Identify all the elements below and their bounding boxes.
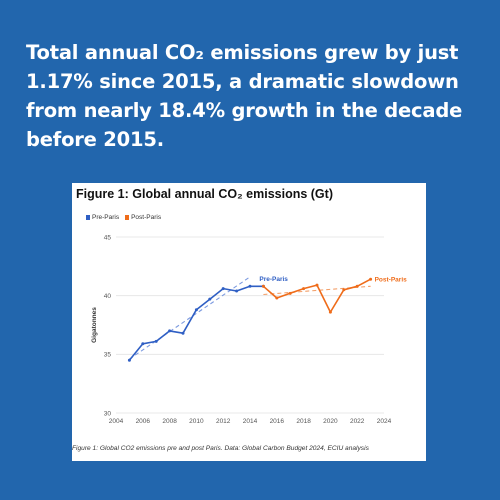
data-point-pre-paris-2010 xyxy=(194,308,198,312)
data-point-post-paris-2021 xyxy=(342,288,346,292)
legend-swatch-pre-paris xyxy=(86,215,90,220)
data-point-post-paris-2020 xyxy=(328,310,332,314)
y-tick-label-30: 30 xyxy=(104,410,112,417)
series-label-post-paris: Post-Paris xyxy=(375,277,408,284)
trendline-pre-paris xyxy=(129,276,251,360)
figure-caption: Figure 1: Global CO2 emissions pre and p… xyxy=(72,445,369,452)
data-point-post-paris-2022 xyxy=(355,284,359,288)
data-point-pre-paris-2005 xyxy=(127,358,131,362)
y-tick-label-40: 40 xyxy=(104,293,112,300)
x-tick-label-2004: 2004 xyxy=(109,418,124,425)
data-point-pre-paris-2007 xyxy=(154,339,158,343)
x-tick-label-2008: 2008 xyxy=(162,418,177,425)
y-tick-label-45: 45 xyxy=(104,234,112,241)
x-tick-label-2024: 2024 xyxy=(377,418,392,425)
data-point-pre-paris-2012 xyxy=(221,287,225,291)
x-tick-label-2022: 2022 xyxy=(350,418,365,425)
data-point-pre-paris-2014 xyxy=(248,284,252,288)
y-axis-label: Gigatonnes xyxy=(91,307,98,343)
x-tick-label-2010: 2010 xyxy=(189,418,204,425)
data-point-post-paris-2017 xyxy=(288,291,292,295)
x-tick-label-2006: 2006 xyxy=(136,418,151,425)
x-tick-label-2020: 2020 xyxy=(323,418,338,425)
data-point-pre-paris-2006 xyxy=(141,342,145,346)
legend-item-post-paris: Post-Paris xyxy=(125,214,161,221)
series-line-pre-paris xyxy=(128,285,264,361)
data-point-post-paris-2016 xyxy=(275,296,279,300)
legend-label-post-paris: Post-Paris xyxy=(131,214,162,221)
headline: Total annual CO₂ emissions grew by just … xyxy=(26,41,463,151)
series-label-pre-paris: Pre-Paris xyxy=(259,276,288,283)
legend-swatch-post-paris xyxy=(125,215,130,220)
figure-card: Figure 1: Global annual CO₂ emissions (G… xyxy=(72,183,426,461)
data-point-post-paris-2019 xyxy=(315,283,319,287)
x-tick-label-2012: 2012 xyxy=(216,418,231,425)
x-tick-label-2016: 2016 xyxy=(270,418,285,425)
data-point-pre-paris-2011 xyxy=(208,297,212,301)
data-point-post-paris-2023 xyxy=(369,277,373,281)
data-point-pre-paris-2013 xyxy=(235,289,239,293)
data-point-post-paris-2015 xyxy=(261,284,265,288)
x-tick-label-2018: 2018 xyxy=(296,418,311,425)
data-point-pre-paris-2009 xyxy=(181,331,185,335)
legend-label-pre-paris: Pre-Paris xyxy=(92,214,120,221)
chart-legend: Pre-Paris Post-Paris xyxy=(86,214,161,221)
data-point-pre-paris-2008 xyxy=(168,329,172,333)
figure-title: Figure 1: Global annual CO₂ emissions (G… xyxy=(76,187,333,201)
y-tick-label-35: 35 xyxy=(104,352,112,359)
x-tick-label-2014: 2014 xyxy=(243,418,258,425)
trendline-post-paris xyxy=(263,285,371,296)
legend-item-pre-paris: Pre-Paris xyxy=(86,214,119,221)
emissions-line-chart: 30 35 40 45 2004 2006 2008 2010 2012 2014 2016 2018… xyxy=(91,234,408,425)
data-point-post-paris-2018 xyxy=(302,287,306,291)
